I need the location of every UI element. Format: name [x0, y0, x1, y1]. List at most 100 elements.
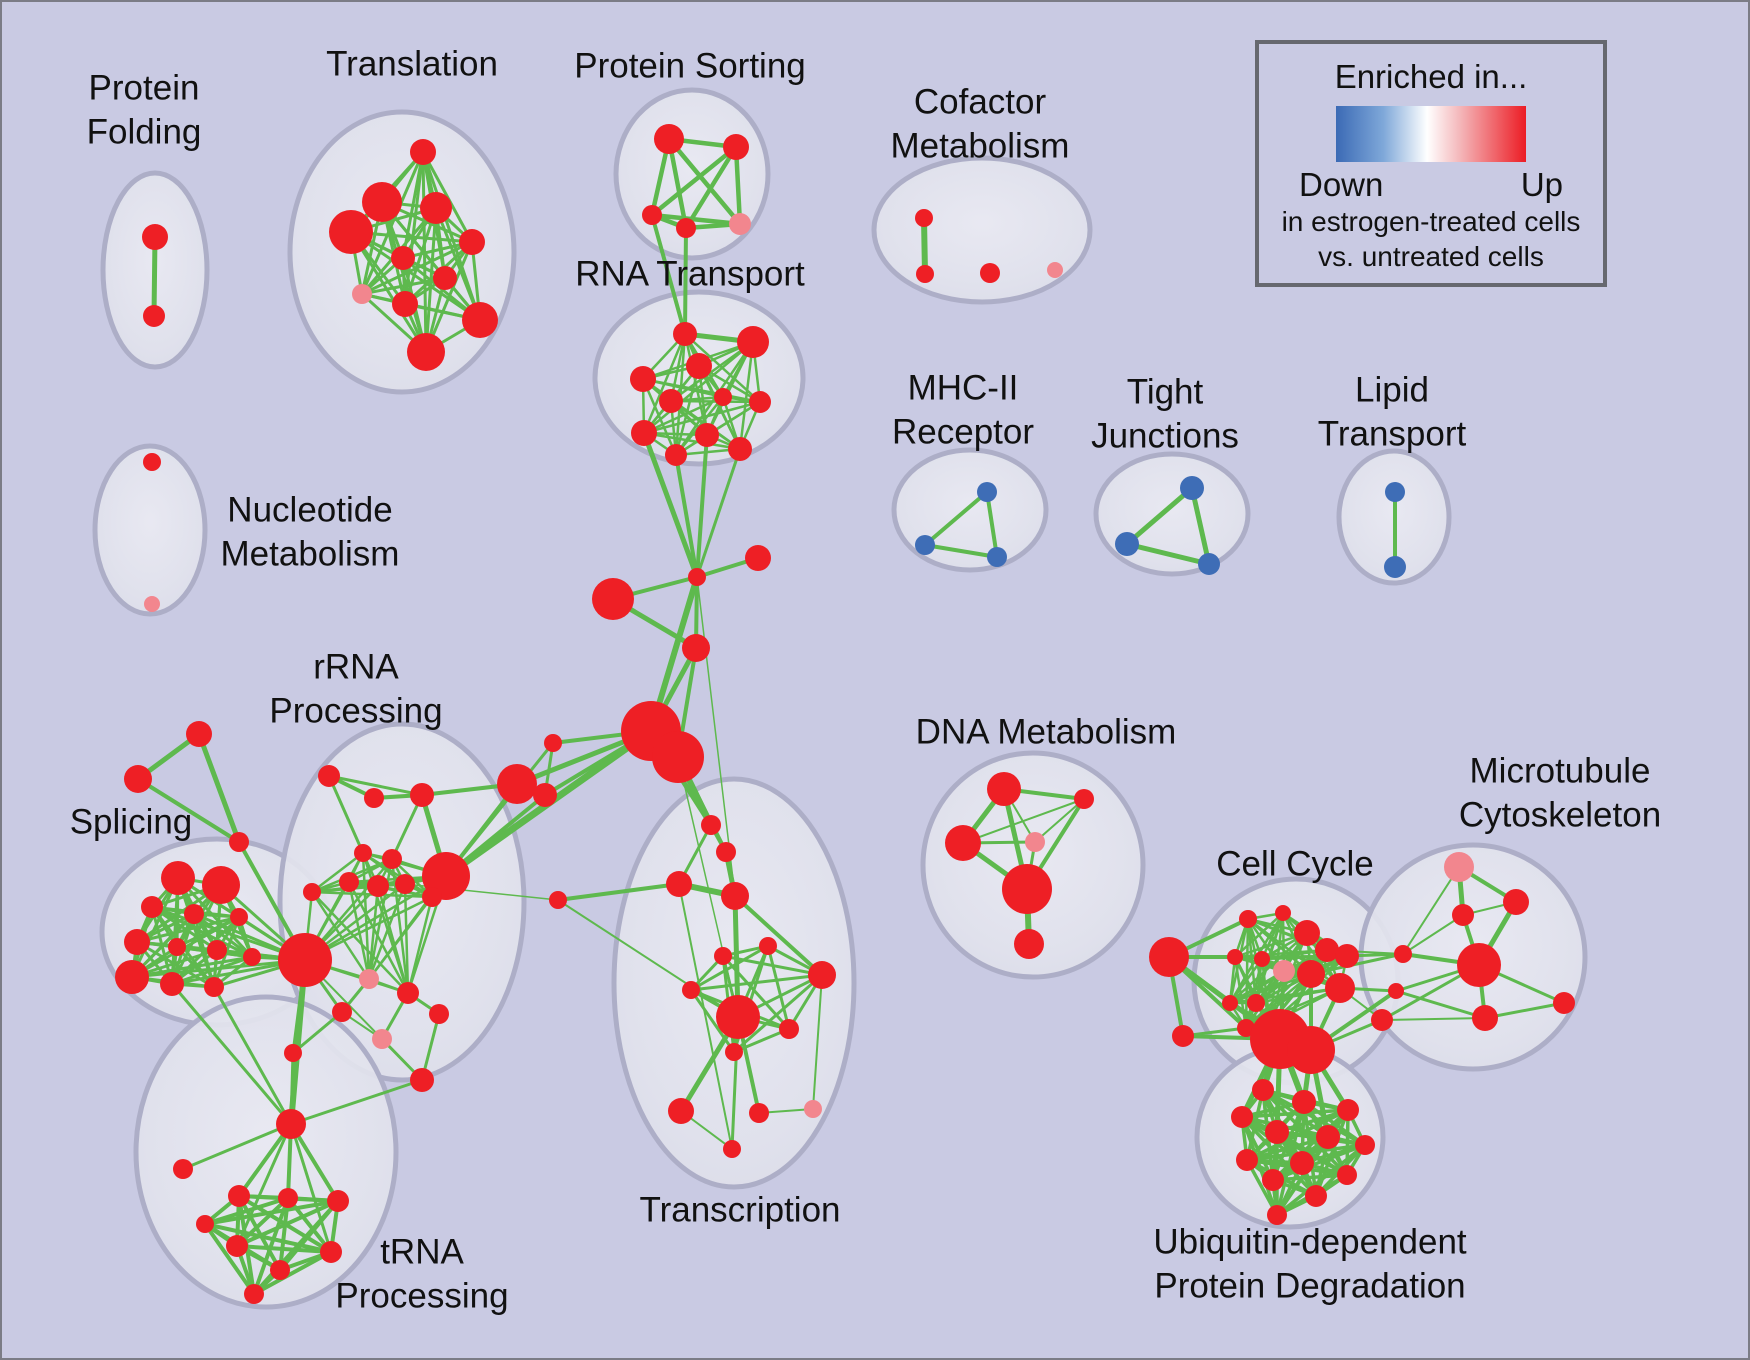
edge — [347, 880, 371, 981]
gene-set-node-q12 — [303, 883, 321, 901]
legend-box: Enriched in... Down Up in estrogen-treat… — [1255, 40, 1607, 287]
gene-set-node-t6 — [391, 246, 415, 270]
cluster-label-microtubule-cytoskeleton: Cytoskeleton — [1459, 796, 1661, 835]
gene-set-node-td — [721, 882, 749, 910]
gene-set-node-k4 — [1457, 943, 1501, 987]
edge — [683, 144, 739, 231]
cluster-label-trna-processing: tRNA — [380, 1233, 464, 1272]
cluster-label-protein-folding: Protein — [89, 69, 200, 108]
edge — [1189, 485, 1212, 567]
gene-set-node-k7 — [1371, 1009, 1393, 1031]
gene-set-node-tb — [716, 842, 736, 862]
edge — [237, 1194, 282, 1272]
edge — [921, 215, 928, 277]
gene-set-node-r7 — [749, 391, 771, 413]
gene-set-node-iso — [173, 1159, 193, 1179]
edge — [683, 226, 688, 336]
edge — [181, 1122, 293, 1171]
gene-set-node-v8 — [1273, 960, 1295, 982]
edge — [812, 974, 823, 1110]
edge — [556, 882, 681, 902]
edge — [695, 447, 742, 579]
edge — [642, 340, 755, 435]
gene-set-node-v11 — [1222, 995, 1238, 1011]
edge — [985, 490, 999, 559]
gene-set-node-q2 — [364, 788, 384, 808]
edge — [150, 905, 219, 952]
gene-set-node-r10 — [665, 444, 687, 466]
edge — [1381, 1017, 1486, 1021]
edge — [1275, 1100, 1306, 1217]
gene-set-node-t8 — [352, 284, 372, 304]
gene-set-node-d1 — [688, 568, 706, 586]
gene-set-node-b13 — [1267, 1205, 1287, 1225]
gene-set-node-q14 — [332, 1002, 352, 1022]
edge — [289, 1078, 424, 1126]
gene-set-node-tmj — [804, 1100, 822, 1118]
gene-set-node-b11 — [1262, 1169, 1284, 1191]
cluster-label-cofactor-metabolism: Cofactor — [914, 83, 1047, 122]
gene-set-node-v12 — [1247, 994, 1265, 1012]
edge — [666, 136, 689, 231]
cluster-label-splicing: Splicing — [70, 803, 193, 842]
gene-set-node-n2 — [144, 596, 160, 612]
gene-set-node-k1 — [1444, 852, 1474, 882]
edge — [557, 899, 739, 1018]
edge — [327, 774, 424, 797]
gene-set-node-b6 — [1316, 1125, 1340, 1149]
edge — [642, 431, 742, 451]
edge — [289, 1122, 333, 1254]
gene-set-node-q13 — [359, 969, 379, 989]
gene-set-node-hx8 — [244, 1284, 264, 1304]
edge — [151, 234, 158, 319]
cluster-label-dna-metabolism: DNA Metabolism — [916, 713, 1177, 752]
gene-set-node-b2 — [1292, 1090, 1316, 1114]
edge — [733, 894, 824, 977]
edge — [1245, 1135, 1330, 1162]
gene-set-node-m2 — [915, 535, 935, 555]
gene-set-node-e4 — [1025, 832, 1045, 852]
cluster-ellipse-nucleotide-metabolism — [92, 443, 208, 617]
edge — [349, 230, 428, 354]
gene-set-node-hx5 — [226, 1235, 248, 1257]
edge — [304, 959, 423, 1081]
edge — [310, 851, 365, 894]
gene-set-node-k6 — [1553, 992, 1575, 1014]
gene-set-node-pf1 — [142, 224, 168, 250]
edge — [1402, 866, 1460, 955]
gene-set-node-h2 — [652, 731, 704, 783]
edge — [738, 340, 755, 451]
edge — [649, 144, 739, 218]
edge — [367, 857, 394, 981]
legend-note-line2: vs. untreated cells — [1318, 241, 1544, 272]
gene-set-node-s4 — [676, 218, 696, 238]
gene-set-node-e3 — [1074, 789, 1094, 809]
gene-set-node-r2 — [737, 326, 769, 358]
gene-set-node-v9 — [1297, 960, 1325, 988]
edge — [203, 1222, 333, 1254]
gene-set-node-q1 — [318, 765, 340, 787]
gene-set-node-b1 — [1252, 1079, 1274, 1101]
edge — [1309, 952, 1405, 976]
gene-set-node-r9 — [695, 423, 719, 447]
gene-set-node-tc — [666, 871, 692, 897]
gene-set-node-l2 — [1384, 556, 1406, 578]
gene-set-node-sp7 — [168, 938, 186, 956]
gene-set-node-pf2 — [143, 305, 165, 327]
gene-set-node-tmk — [723, 1140, 741, 1158]
cluster-label-mhc-ii-receptor: MHC-II — [908, 369, 1019, 408]
gene-set-node-u2 — [1172, 1025, 1194, 1047]
cluster-label-mhc-ii-receptor: Receptor — [892, 413, 1034, 452]
gene-set-node-j2 — [1115, 532, 1139, 556]
edge — [1228, 972, 1313, 1005]
gene-set-node-sp2 — [202, 866, 240, 904]
gene-set-node-s3 — [642, 205, 662, 225]
gene-set-node-sp1 — [161, 861, 195, 895]
gene-set-node-c1 — [915, 209, 933, 227]
cluster-label-trna-processing: Processing — [335, 1277, 508, 1316]
gene-set-node-sp3 — [141, 896, 163, 918]
edge — [367, 895, 434, 981]
edge — [360, 150, 425, 296]
gene-set-node-q5b — [497, 764, 537, 804]
